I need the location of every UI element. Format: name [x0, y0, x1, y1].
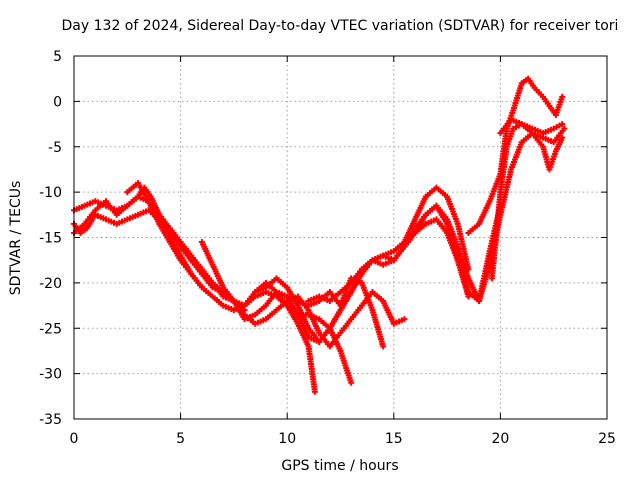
y-tick-label: -25	[39, 321, 62, 337]
data-points	[71, 75, 568, 395]
y-tick-label: -5	[48, 140, 62, 156]
y-tick-label: 5	[53, 49, 62, 65]
data-point	[559, 121, 566, 128]
x-tick-label: 25	[598, 431, 616, 447]
data-point	[380, 343, 387, 350]
y-axis-label: SDTVAR / TECUs	[8, 181, 24, 296]
y-tick-label: -15	[39, 231, 62, 247]
x-tick-label: 0	[70, 431, 79, 447]
gridlines	[74, 56, 607, 419]
y-tick-label: -30	[39, 367, 62, 383]
x-tick-label: 10	[278, 431, 296, 447]
series-arc-12	[488, 121, 566, 282]
data-point	[559, 93, 566, 100]
series-arc-13	[497, 116, 566, 137]
axis-ticks	[73, 55, 608, 420]
series-arc-4	[124, 180, 355, 386]
data-point	[348, 379, 355, 386]
x-tick-label: 20	[491, 431, 509, 447]
y-tick-label: 0	[53, 94, 62, 110]
data-point	[559, 134, 566, 141]
chart-title: Day 132 of 2024, Sidereal Day-to-day VTE…	[62, 18, 619, 34]
series-arc-3	[71, 184, 318, 395]
data-point	[311, 388, 318, 395]
x-tick-label: 15	[385, 431, 403, 447]
x-tick-labels: 0 5 10 15 20 25	[70, 431, 616, 447]
series-arc-10	[412, 125, 568, 305]
series-arc-6	[198, 239, 408, 350]
data-point	[401, 316, 408, 323]
data-point	[561, 125, 568, 132]
x-axis-label: GPS time / hours	[281, 458, 398, 474]
y-tick-label: -35	[39, 412, 62, 428]
y-tick-labels: 5 0 -5 -10 -15 -20 -25 -30 -35	[39, 49, 62, 428]
y-tick-label: -10	[39, 185, 62, 201]
x-tick-label: 5	[176, 431, 185, 447]
y-tick-label: -20	[39, 276, 62, 292]
